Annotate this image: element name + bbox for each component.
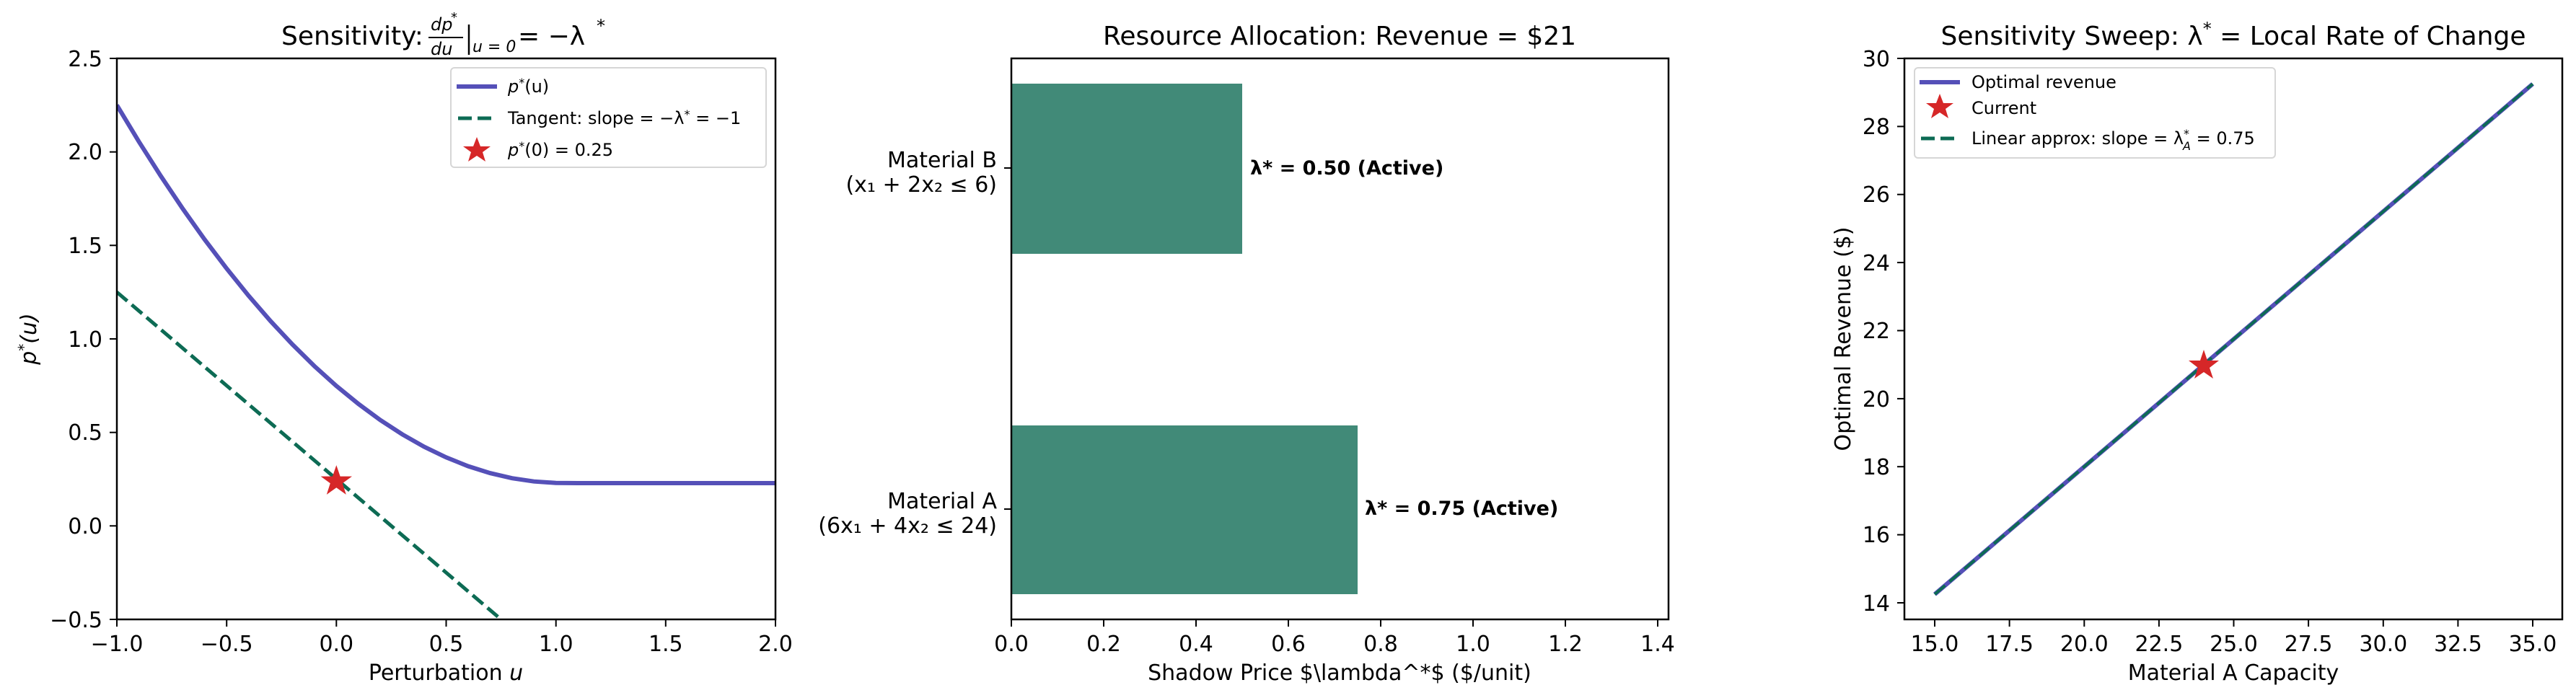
- p-star-curve: [117, 104, 775, 485]
- x-tick-label: −1.0: [91, 632, 144, 657]
- y-tick-label: 1.5: [68, 234, 102, 259]
- x-tick-label: 27.5: [2285, 632, 2333, 657]
- bar-material-b: [1011, 84, 1242, 254]
- category-constraint-b: (x₁ + 2x₂ ≤ 6): [845, 172, 997, 198]
- x-tick-label: 20.0: [2060, 632, 2109, 657]
- x-tick-label: 15.0: [1911, 632, 1959, 657]
- y-tick-label: 28: [1863, 115, 1890, 140]
- tangent-line: [117, 291, 503, 619]
- x-tick-label: 0.0: [994, 632, 1029, 657]
- y-axis-label: Optimal Revenue ($): [1831, 227, 1856, 451]
- x-tick-label: 0.2: [1086, 632, 1121, 657]
- x-tick-label: 0.6: [1271, 632, 1306, 657]
- chart-resource-allocation: Resource Allocation: Revenue = $21 λ* = …: [818, 22, 1675, 686]
- bar-label-b: λ* = 0.50 (Active): [1250, 157, 1443, 180]
- legend-entry-point: p*(0) = 0.25: [507, 139, 613, 160]
- y-tick-label: 14: [1863, 591, 1890, 617]
- x-axis: −1.0 −0.5 0.0 0.5 1.0 1.5 2.0 Perturbati…: [91, 619, 793, 686]
- legend: Optimal revenue Current Linear approx: s…: [1914, 67, 2276, 159]
- y-tick-label: 0.0: [68, 514, 102, 539]
- x-tick-label: 1.0: [1456, 632, 1490, 657]
- legend-star-icon: [463, 137, 491, 162]
- chart-title: Sensitivity:: [281, 22, 423, 51]
- x-tick-label: 1.4: [1640, 632, 1675, 657]
- x-tick-label: 0.4: [1179, 632, 1213, 657]
- title-rhs: = −λ: [518, 22, 585, 51]
- x-axis: 15.0 17.5 20.0 22.5 25.0 27.5 30.0 32.5 …: [1911, 619, 2557, 686]
- y-tick-label: 22: [1863, 319, 1890, 344]
- y-tick-label: 0.5: [68, 420, 102, 446]
- x-tick-label: 25.0: [2210, 632, 2258, 657]
- bar-label-a: λ* = 0.75 (Active): [1365, 498, 1558, 520]
- x-tick-label: 2.0: [758, 632, 793, 657]
- x-tick-label: 1.0: [539, 632, 573, 657]
- y-tick-label: 2.5: [68, 47, 102, 72]
- title-star: *: [597, 16, 605, 36]
- x-axis-label: Shadow Price $\lambda^*$ ($/unit): [1148, 661, 1531, 686]
- frac-numerator: dp: [431, 14, 452, 35]
- legend-entry-tangent: Tangent: slope = −λ* = −1: [507, 107, 741, 128]
- x-tick-label: 0.8: [1363, 632, 1398, 657]
- y-tick-label: 2.0: [68, 140, 102, 165]
- y-tick-label: 26: [1863, 182, 1890, 208]
- y-tick-label: 18: [1863, 455, 1890, 480]
- title-math: dp * du u = 0 = −λ *: [428, 10, 605, 59]
- current-point-star: [2189, 350, 2219, 379]
- y-axis: 14 16 18 20 22 24 26 28 30 Optimal Reven…: [1831, 47, 1904, 617]
- chart-title: Resource Allocation: Revenue = $21: [1103, 22, 1576, 51]
- x-tick-label: 30.0: [2359, 632, 2407, 657]
- legend-entry-curve: p*(u): [507, 76, 549, 97]
- x-axis-label: Perturbation u: [369, 661, 523, 686]
- x-tick-label: 1.5: [649, 632, 683, 657]
- bar-material-a: [1011, 425, 1358, 594]
- x-tick-label: 22.5: [2135, 632, 2184, 657]
- legend-entry-current: Current: [1971, 98, 2036, 118]
- frac-num-star: *: [451, 10, 457, 25]
- legend-star-icon: [1926, 94, 1953, 118]
- title-subscript: u = 0: [472, 38, 516, 56]
- svg-text:p*(u): p*(u): [15, 313, 42, 365]
- current-point-star: [320, 465, 352, 495]
- x-axis: 0.0 0.2 0.4 0.6 0.8 1.0 1.2 1.4 Shadow P…: [994, 619, 1675, 686]
- x-tick-label: −0.5: [201, 632, 253, 657]
- linear-approx-line: [1933, 82, 2534, 596]
- frac-denominator: du: [431, 39, 452, 59]
- x-tick-label: 17.5: [1985, 632, 2034, 657]
- chart-sensitivity-sweep: Sensitivity Sweep: λ* = Local Rate of Ch…: [1831, 19, 2564, 686]
- x-tick-label: 1.2: [1548, 632, 1583, 657]
- x-tick-label: 35.0: [2509, 632, 2557, 657]
- legend: p*(u) Tangent: slope = −λ* = −1 p*(0) = …: [450, 67, 767, 168]
- y-tick-label: 16: [1863, 523, 1890, 548]
- x-axis-label: Material A Capacity: [2128, 661, 2339, 686]
- y-tick-label: 24: [1863, 251, 1890, 276]
- y-tick-label: 20: [1863, 387, 1890, 412]
- y-axis: −0.5 0.0 0.5 1.0 1.5 2.0 2.5 p*(u): [15, 47, 117, 633]
- x-tick-label: 0.5: [429, 632, 464, 657]
- legend-entry-revenue: Optimal revenue: [1971, 72, 2116, 92]
- chart-title: Sensitivity Sweep: λ* = Local Rate of Ch…: [1941, 19, 2526, 51]
- y-axis-label: p*(u): [15, 313, 42, 365]
- x-tick-label: 32.5: [2434, 632, 2482, 657]
- chart-sensitivity: Sensitivity: dp * du u = 0 = −λ *: [15, 10, 793, 686]
- y-tick-label: −0.5: [50, 608, 102, 633]
- y-axis: Material B (x₁ + 2x₂ ≤ 6) Material A (6x…: [818, 148, 1011, 539]
- axes-frame: [1010, 57, 1670, 621]
- y-tick-label: 1.0: [68, 327, 102, 353]
- category-label-b: Material B: [887, 148, 997, 173]
- category-label-a: Material A: [887, 489, 997, 514]
- category-constraint-a: (6x₁ + 4x₂ ≤ 24): [818, 513, 997, 539]
- x-tick-label: 0.0: [319, 632, 353, 657]
- y-tick-label: 30: [1863, 47, 1890, 72]
- legend-entry-linear-approx: Linear approx: slope = λ* A = 0.75: [1971, 127, 2255, 153]
